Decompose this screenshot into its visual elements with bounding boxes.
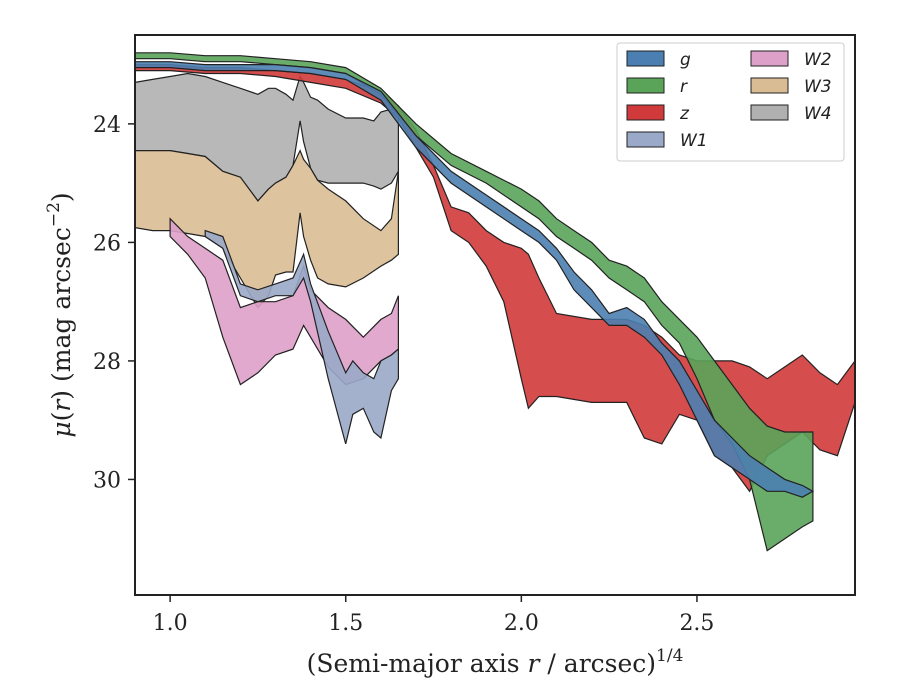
band-r: [135, 52, 814, 552]
band-g: [135, 61, 815, 498]
legend-label-W3: W3: [804, 77, 832, 97]
plot-area: [135, 52, 855, 552]
x-axis: 1.0 1.5 2.0 2.5: [153, 595, 714, 636]
plot-frame: [134, 34, 856, 596]
legend-swatch-z: [626, 104, 665, 121]
legend-label-W4: W4: [804, 104, 832, 124]
x-tick-label: 1.5: [328, 611, 363, 636]
legend-swatch-W4: [750, 104, 789, 121]
x-tick-label: 2.0: [504, 611, 539, 636]
y-axis-label: μ(r) (mag arcsec−2): [44, 192, 76, 437]
y-tick-label: 30: [93, 468, 121, 493]
y-tick-label: 24: [93, 113, 121, 138]
band-W1: [204, 229, 399, 445]
legend: grz W1 W2 W3 W4: [616, 42, 845, 162]
legend-label-r: r: [680, 77, 688, 97]
y-axis: 24 26 28 30: [93, 113, 135, 493]
legend-label-z: z: [679, 104, 690, 124]
legend-label-W1: W1: [680, 131, 708, 151]
x-axis-label: (Semi-major axis r / arcsec)1/4: [307, 646, 684, 678]
band-z: [135, 63, 855, 493]
legend-label-W2: W2: [804, 50, 832, 70]
legend-swatch-g: [626, 50, 665, 67]
x-tick-label: 1.0: [153, 611, 188, 636]
x-tick-label: 2.5: [679, 611, 714, 636]
y-tick-label: 26: [93, 231, 121, 256]
legend-swatch-W2: [750, 50, 789, 67]
legend-swatch-r: [626, 77, 665, 94]
legend-label-g: g: [680, 50, 691, 70]
legend-box: [616, 42, 845, 162]
legend-swatch-W1: [626, 131, 665, 148]
y-tick-label: 28: [93, 350, 121, 375]
legend-swatch-W3: [750, 77, 789, 94]
